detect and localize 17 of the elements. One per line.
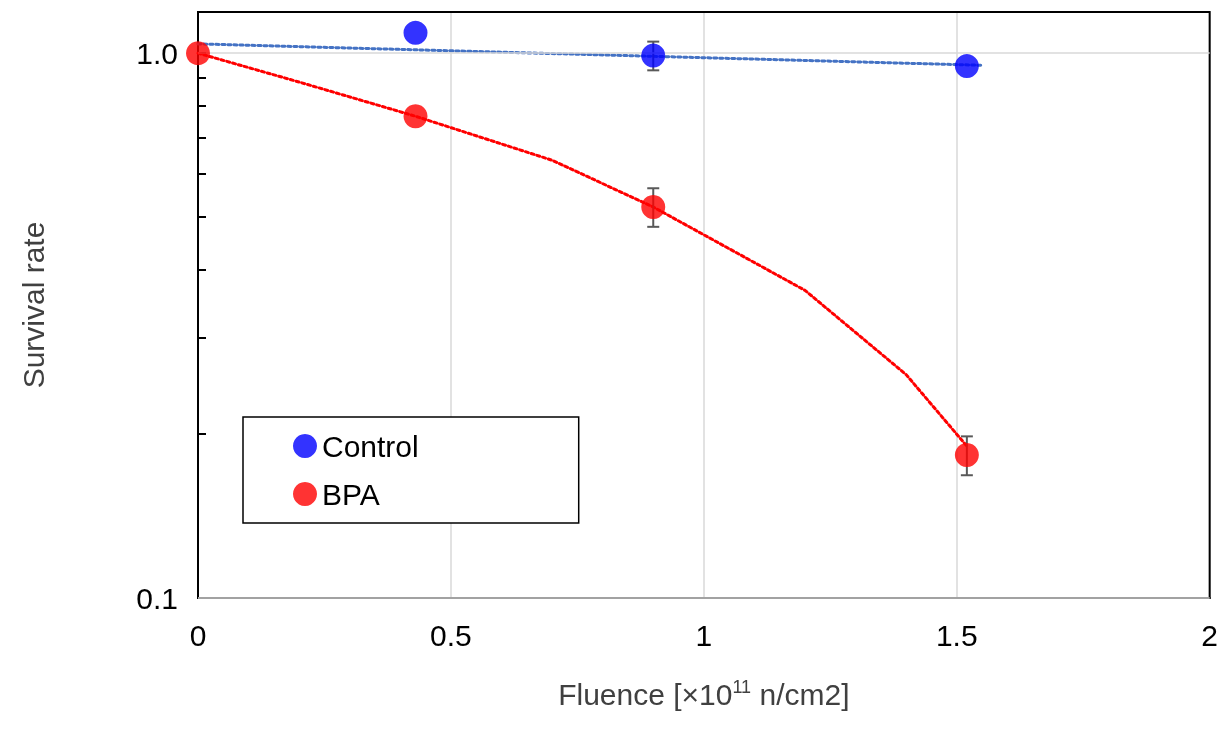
point bbox=[403, 104, 428, 129]
point bbox=[641, 194, 666, 219]
point bbox=[641, 43, 666, 68]
point bbox=[186, 41, 210, 66]
x-tick-label: 2 bbox=[1201, 618, 1218, 652]
x-tick-label: 1.5 bbox=[935, 618, 978, 652]
point bbox=[403, 20, 428, 45]
y-tick-label: 0.1 bbox=[136, 581, 178, 615]
x-tick-label: 0.5 bbox=[430, 618, 472, 652]
y-tick-label: 1.0 bbox=[136, 36, 178, 70]
point bbox=[954, 54, 979, 79]
x-tick-label: 1 bbox=[695, 618, 713, 652]
point bbox=[954, 443, 979, 467]
x-tick-label: 0 bbox=[189, 618, 207, 652]
legend-label: Control bbox=[322, 429, 419, 463]
legend-label: BPA bbox=[322, 477, 380, 511]
y-axis-title: Survival rate bbox=[16, 221, 50, 389]
